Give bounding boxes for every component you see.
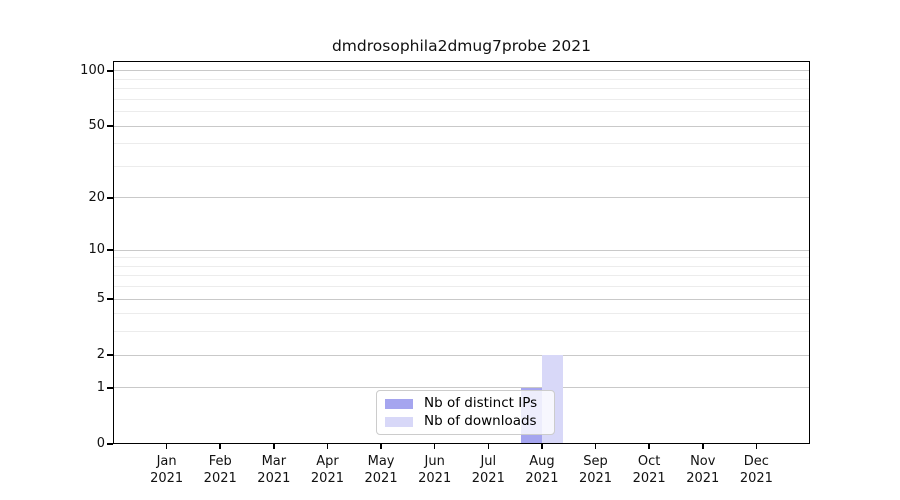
x-axis-tick bbox=[219, 444, 221, 449]
x-axis-tick bbox=[541, 444, 543, 449]
x-axis-tick bbox=[487, 444, 490, 449]
x-axis-tick-label: Nov 2021 bbox=[686, 454, 720, 486]
legend-label-downloads: Nb of downloads bbox=[424, 413, 537, 429]
x-axis-tick-label: Feb 2021 bbox=[203, 454, 237, 486]
legend-swatch-downloads bbox=[385, 416, 413, 427]
gridline-minor bbox=[113, 98, 810, 100]
x-axis-tick bbox=[755, 444, 758, 449]
x-axis-tick-label: Jan 2021 bbox=[150, 454, 184, 486]
gridline-minor bbox=[113, 88, 810, 90]
y-axis-tick-label: 50 bbox=[88, 118, 105, 134]
gridline-major bbox=[113, 197, 810, 199]
x-axis-tick bbox=[165, 444, 168, 449]
legend-swatch-distinct-ips bbox=[385, 398, 413, 409]
y-axis-tick-label: 2 bbox=[96, 347, 105, 363]
chart-title: dmdrosophila2dmug7probe 2021 bbox=[331, 37, 592, 55]
y-axis-tick-label: 0 bbox=[96, 436, 105, 451]
gridline-minor bbox=[113, 275, 810, 277]
x-axis-tick bbox=[594, 444, 597, 449]
x-axis-tick-label: Jul 2021 bbox=[471, 454, 505, 486]
x-axis-tick-label: Jun 2021 bbox=[418, 454, 452, 486]
x-axis-tick-label: Aug 2021 bbox=[525, 454, 559, 486]
y-axis-tick-label: 10 bbox=[88, 242, 105, 258]
x-axis-tick-label: May 2021 bbox=[364, 454, 398, 486]
gridline-minor bbox=[113, 331, 810, 333]
y-axis-tick bbox=[107, 197, 113, 199]
y-axis-tick-label: 1 bbox=[96, 379, 105, 395]
x-axis-tick bbox=[648, 444, 650, 449]
gridline-minor bbox=[113, 78, 810, 80]
gridline-minor bbox=[113, 286, 810, 288]
legend-label-distinct-ips: Nb of distinct IPs bbox=[424, 395, 538, 411]
gridline-minor bbox=[113, 313, 810, 315]
gridline-minor bbox=[113, 111, 810, 113]
y-axis-tick bbox=[107, 249, 113, 251]
gridline-minor bbox=[113, 165, 810, 167]
gridline-minor bbox=[113, 265, 810, 267]
legend-item-distinct-ips: Nb of distinct IPs bbox=[385, 396, 546, 411]
x-axis-tick-label: Mar 2021 bbox=[257, 454, 291, 486]
x-axis-tick-label: Apr 2021 bbox=[310, 454, 344, 486]
x-axis-tick bbox=[326, 444, 329, 449]
gridline-major bbox=[113, 354, 810, 356]
plot-area bbox=[113, 61, 810, 444]
legend-item-downloads: Nb of downloads bbox=[385, 414, 546, 429]
y-axis-tick-label: 20 bbox=[88, 189, 105, 205]
gridline-major bbox=[113, 298, 810, 300]
gridline-minor bbox=[113, 257, 810, 259]
y-axis-tick bbox=[107, 70, 113, 72]
x-axis-tick bbox=[273, 444, 275, 449]
y-axis-tick bbox=[107, 125, 113, 127]
y-axis-tick bbox=[107, 354, 113, 356]
x-axis-tick bbox=[380, 444, 382, 449]
gridline-major bbox=[113, 249, 810, 251]
gridline-major bbox=[113, 125, 810, 127]
x-axis-tick bbox=[702, 444, 704, 449]
y-axis-tick-label: 100 bbox=[80, 62, 105, 78]
gridline-major bbox=[113, 387, 810, 389]
y-axis-tick-label: 5 bbox=[96, 291, 105, 307]
x-axis-tick-label: Sep 2021 bbox=[578, 454, 613, 486]
x-axis-tick bbox=[433, 444, 436, 449]
legend: Nb of distinct IPs Nb of downloads bbox=[376, 390, 555, 435]
x-axis-tick-label: Oct 2021 bbox=[632, 454, 666, 486]
x-axis-tick-label: Dec 2021 bbox=[739, 454, 773, 486]
y-axis-tick bbox=[107, 443, 113, 445]
gridline-minor bbox=[113, 143, 810, 145]
gridline-major bbox=[113, 70, 810, 72]
y-axis-tick bbox=[107, 387, 113, 389]
y-axis-tick bbox=[107, 298, 113, 300]
